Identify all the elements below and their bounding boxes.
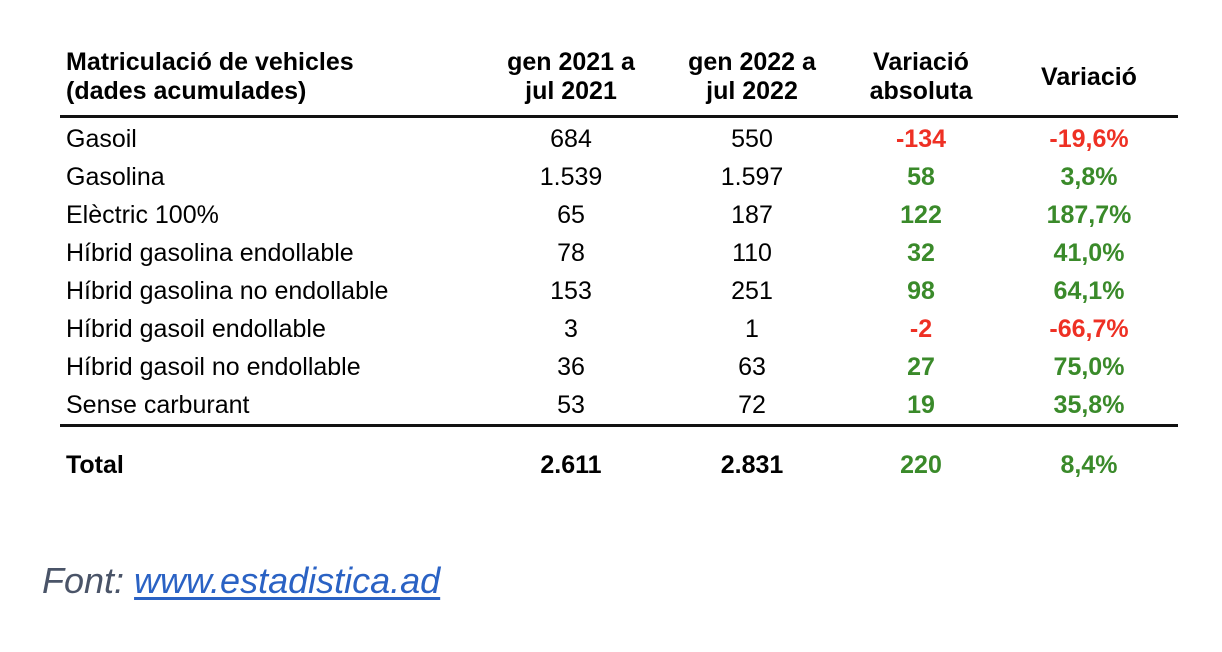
table-row: Híbrid gasoil endollable 3 1 -2 -66,7% [60, 310, 1178, 348]
row-label: Gasolina [66, 162, 165, 191]
row-label: Elèctric 100% [66, 200, 219, 229]
value-2021: 65 [557, 200, 585, 229]
absolute-variation: 19 [842, 385, 1000, 427]
total-row: Total 2.611 2.831 220 8,4% [60, 425, 1178, 503]
value-2022: 63 [738, 352, 766, 381]
row-label: Gasoil [66, 124, 137, 153]
value-2022: 550 [731, 124, 773, 153]
absolute-variation: 58 [907, 162, 935, 191]
absolute-variation: 98 [907, 276, 935, 305]
percent-variation: 41,0% [1053, 238, 1125, 267]
header-2022-line2: jul 2022 [706, 77, 798, 106]
header-2022: gen 2022 a jul 2022 [662, 42, 842, 118]
row-label: Híbrid gasolina no endollable [66, 276, 389, 305]
absolute-variation: -134 [895, 124, 947, 153]
percent-variation: -19,6% [1049, 124, 1129, 153]
value-2022: 1.597 [720, 162, 784, 191]
total-2022: 2.831 [720, 450, 784, 479]
absolute-variation: 32 [907, 238, 935, 267]
header-category-line1: Matriculació de vehicles [66, 48, 354, 77]
absolute-variation: 122 [900, 200, 942, 229]
table-row: Híbrid gasolina endollable 78 110 32 41,0% [60, 234, 1178, 272]
value-2022: 187 [731, 200, 773, 229]
table-row: Híbrid gasolina no endollable 153 251 98 64,… [60, 272, 1178, 310]
row-label: Híbrid gasolina endollable [66, 238, 354, 267]
header-2021-line1: gen 2021 a [507, 48, 635, 77]
source-citation: Font: www.estadistica.ad [42, 560, 440, 602]
value-2021: 1.539 [539, 162, 603, 191]
vehicle-registrations-table: Matriculació de vehicles (dades acumulad… [60, 42, 1178, 503]
percent-variation: 75,0% [1053, 352, 1125, 381]
row-label: Híbrid gasoil no endollable [66, 352, 361, 381]
percent-variation: 35,8% [1000, 385, 1178, 427]
table-row: Sense carburant 53 72 19 35,8% [60, 385, 1178, 427]
value-2021: 153 [550, 276, 592, 305]
header-2021: gen 2021 a jul 2021 [480, 42, 662, 118]
header-2022-line1: gen 2022 a [688, 48, 816, 77]
header-absolute-variation: Variació absoluta [842, 42, 1000, 118]
header-pct-line1: Variació [1041, 62, 1137, 91]
table-row: Gasoil 684 550 -134 -19,6% [60, 116, 1178, 158]
header-category-line2: (dades acumulades) [66, 77, 307, 106]
total-percent-variation: 8,4% [1060, 450, 1118, 479]
header-abs-line2: absoluta [869, 77, 973, 106]
percent-variation: -66,7% [1049, 314, 1129, 343]
table-body: Gasoil 684 550 -134 -19,6% Gasolina 1.539 1.597… [60, 116, 1178, 503]
value-2021: 53 [480, 385, 662, 427]
row-label: Híbrid gasoil endollable [66, 314, 326, 343]
value-2021: 3 [564, 314, 578, 343]
value-2021: 36 [557, 352, 585, 381]
value-2022: 1 [745, 314, 759, 343]
header-category: Matriculació de vehicles (dades acumulad… [60, 42, 480, 118]
source-link[interactable]: www.estadistica.ad [134, 560, 441, 601]
table-header-row: Matriculació de vehicles (dades acumulad… [60, 42, 1178, 118]
absolute-variation: 27 [907, 352, 935, 381]
total-label: Total [66, 450, 124, 479]
value-2021: 78 [557, 238, 585, 267]
value-2022: 110 [732, 238, 772, 267]
percent-variation: 3,8% [1060, 162, 1118, 191]
total-absolute-variation: 220 [900, 450, 942, 479]
table-row: Gasolina 1.539 1.597 58 3,8% [60, 158, 1178, 196]
percent-variation: 64,1% [1053, 276, 1125, 305]
total-2021: 2.611 [540, 450, 602, 479]
value-2021: 684 [550, 124, 592, 153]
value-2022: 72 [662, 385, 842, 427]
table-row: Elèctric 100% 65 187 122 187,7% [60, 196, 1178, 234]
registrations-table-container: Matriculació de vehicles (dades acumulad… [60, 42, 1178, 503]
percent-variation: 187,7% [1046, 200, 1132, 229]
row-label: Sense carburant [60, 385, 480, 427]
header-2021-line2: jul 2021 [525, 77, 617, 106]
header-abs-line1: Variació [873, 48, 969, 77]
absolute-variation: -2 [909, 314, 933, 343]
source-prefix: Font: [42, 560, 135, 601]
header-percent-variation: Variació [1000, 42, 1178, 118]
value-2022: 251 [731, 276, 773, 305]
table-row: Híbrid gasoil no endollable 36 63 27 75,0% [60, 348, 1178, 386]
